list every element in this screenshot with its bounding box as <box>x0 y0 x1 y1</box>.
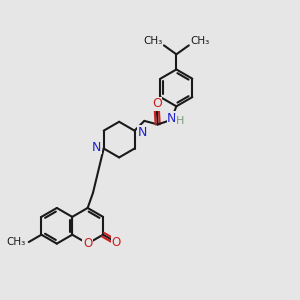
Text: O: O <box>152 98 162 110</box>
Text: CH₃: CH₃ <box>7 237 26 247</box>
Text: N: N <box>167 112 177 125</box>
Text: N: N <box>137 126 147 139</box>
Text: CH₃: CH₃ <box>190 36 210 46</box>
Text: O: O <box>83 237 92 250</box>
Text: O: O <box>112 236 121 249</box>
Text: H: H <box>176 116 184 126</box>
Text: N: N <box>92 140 101 154</box>
Text: CH₃: CH₃ <box>143 36 162 46</box>
